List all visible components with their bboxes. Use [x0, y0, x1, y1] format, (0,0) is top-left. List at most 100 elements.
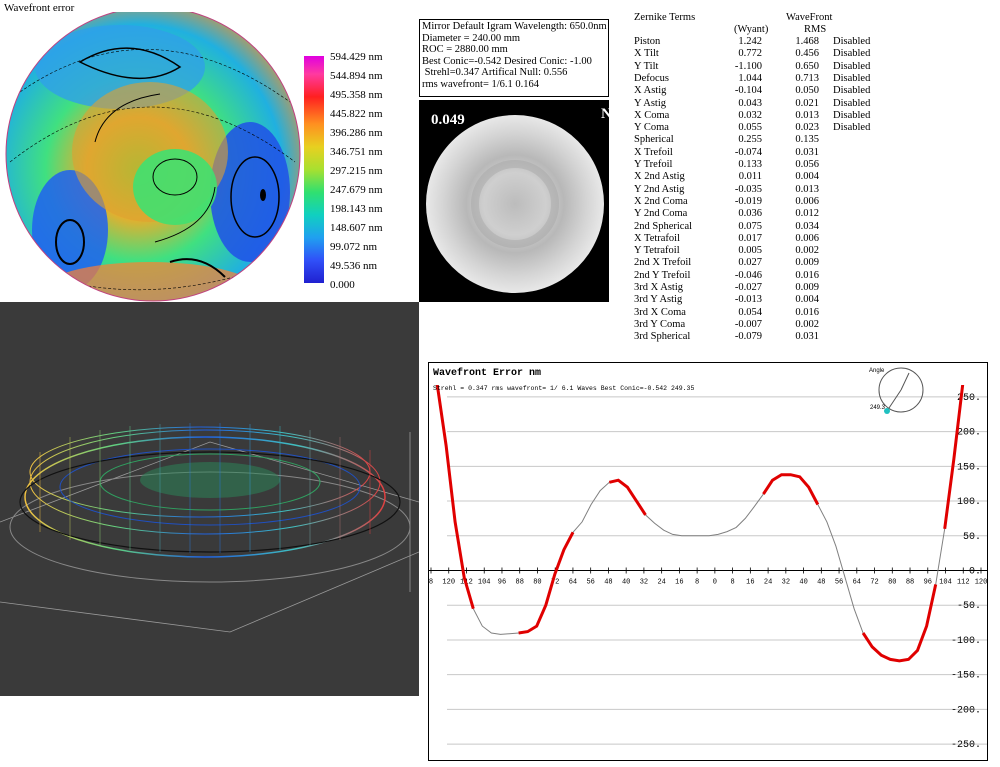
- legend-label: 247.679 nm: [330, 184, 383, 196]
- x-tick-label: 80: [533, 579, 541, 587]
- igram-right-label: Nu: [601, 106, 609, 122]
- zernike-status: Disabled: [833, 36, 871, 47]
- zernike-name: Y 2nd Coma: [634, 208, 688, 220]
- zernike-row[interactable]: X 2nd Coma -0.019 0.006: [634, 196, 894, 208]
- mirror-info-box: Mirror Default Igram Wavelength: 650.0nm…: [419, 19, 609, 97]
- profile-title: Wavefront Error nm: [433, 367, 541, 379]
- zernike-wyant: -0.079: [734, 331, 762, 343]
- x-tick-label: 88: [906, 579, 914, 587]
- x-tick-label: 56: [835, 579, 843, 587]
- zernike-status: Disabled: [833, 97, 871, 109]
- zernike-row[interactable]: 3rd Y Astig -0.013 0.004: [634, 294, 894, 306]
- zernike-row[interactable]: 3rd X Astig -0.027 0.009: [634, 282, 894, 294]
- zernike-wyant: 0.043: [738, 97, 762, 109]
- interferogram-image[interactable]: 0.049 Nu: [419, 100, 609, 302]
- zernike-row[interactable]: Y 2nd Astig -0.035 0.013: [634, 184, 894, 196]
- zernike-wyant: 0.054: [738, 306, 762, 318]
- zernike-row[interactable]: 2nd Y Trefoil -0.046 0.016: [634, 270, 894, 282]
- zernike-row[interactable]: X Coma 0.032 0.013 Disabled: [634, 110, 894, 122]
- info-line: ROC = 2880.00 mm: [422, 44, 508, 56]
- x-tick-label: 80: [888, 579, 896, 587]
- zernike-name: X Trefoil: [634, 146, 673, 158]
- y-tick-label: 50.: [963, 532, 981, 543]
- interferogram-disc: [426, 115, 604, 293]
- wavefront-profile-panel[interactable]: 250. 200. 150. 100. 50. 0. -50. -100. -150. -200.…: [428, 362, 988, 761]
- zernike-rms: 0.650: [795, 60, 819, 72]
- zernike-rms: 0.023: [795, 122, 819, 134]
- zernike-row[interactable]: 2nd X Trefoil 0.027 0.009: [634, 257, 894, 269]
- zernike-row[interactable]: 3rd X Coma 0.054 0.016: [634, 307, 894, 319]
- zernike-row[interactable]: 3rd Spherical -0.079 0.031: [634, 331, 894, 343]
- zernike-wyant: -0.019: [734, 195, 762, 207]
- angle-label: Angle: [869, 368, 885, 374]
- zernike-row[interactable]: Y Astig 0.043 0.021 Disabled: [634, 98, 894, 110]
- legend-label: 495.358 nm: [330, 89, 383, 101]
- zernike-rms: 0.031: [795, 331, 819, 343]
- zernike-rms: 0.006: [795, 232, 819, 244]
- legend-label: 445.822 nm: [330, 108, 383, 120]
- x-tick-label: 56: [586, 579, 594, 587]
- info-line: Strehl=0.347 Artifical Null: 0.556: [422, 67, 568, 79]
- x-tick-label: 104: [478, 579, 491, 587]
- zernike-wyant: -0.074: [734, 146, 762, 158]
- zernike-name: Y Tetrafoil: [634, 245, 680, 257]
- zernike-wyant: 0.133: [738, 159, 762, 170]
- zernike-rms: 0.021: [795, 97, 819, 109]
- zernike-name: X Coma: [634, 109, 670, 121]
- zernike-rms: 0.713: [795, 72, 819, 84]
- error-line-segment: [435, 382, 475, 610]
- zernike-rms: 0.004: [795, 171, 819, 183]
- zernike-status: Disabled: [833, 60, 871, 72]
- zernike-wyant: -0.007: [734, 318, 762, 330]
- zernike-name: 2nd X Trefoil: [634, 257, 692, 269]
- zernike-wyant: 0.036: [738, 208, 762, 220]
- zernike-wyant: 0.772: [738, 48, 762, 60]
- zernike-name: Piston: [634, 36, 661, 47]
- zernike-row[interactable]: X Trefoil -0.074 0.031: [634, 147, 894, 159]
- zernike-row[interactable]: X 2nd Astig 0.011 0.004: [634, 171, 894, 183]
- x-tick-label: 72: [551, 579, 559, 587]
- legend-label: 594.429 nm: [330, 51, 383, 63]
- x-tick-label: 64: [569, 579, 577, 587]
- zernike-rms: 0.050: [795, 85, 819, 97]
- zernike-row[interactable]: 3rd Y Coma -0.007 0.002: [634, 319, 894, 331]
- x-tick-label: 72: [870, 579, 878, 587]
- zernike-row[interactable]: Piston 1.242 1.468 Disabled: [634, 36, 894, 48]
- zernike-row[interactable]: Spherical 0.255 0.135: [634, 134, 894, 146]
- zernike-name: Y Coma: [634, 122, 669, 134]
- x-tick-label: 120: [975, 579, 987, 587]
- fit-line: [436, 382, 981, 662]
- legend-label: 198.143 nm: [330, 203, 383, 215]
- zernike-col-wyant: (Wyant): [734, 24, 769, 35]
- x-tick-label: 96: [924, 579, 932, 587]
- x-tick-label: 32: [782, 579, 790, 587]
- zernike-wyant: 0.032: [738, 109, 762, 121]
- zernike-row[interactable]: Y Coma 0.055 0.023 Disabled: [634, 122, 894, 134]
- wavefront-contour-map[interactable]: [0, 12, 304, 302]
- zernike-row[interactable]: Y Tetrafoil 0.005 0.002: [634, 245, 894, 257]
- zernike-row[interactable]: X Tetrafoil 0.017 0.006: [634, 233, 894, 245]
- x-tick-label: 120: [442, 579, 455, 587]
- zernike-col-rms: RMS: [804, 24, 827, 35]
- error-line-segment: [518, 531, 575, 635]
- zernike-row[interactable]: Y 2nd Coma 0.036 0.012: [634, 208, 894, 220]
- zernike-name: 3rd Y Astig: [634, 294, 683, 306]
- legend-label: 99.072 nm: [330, 241, 378, 253]
- zernike-name: 3rd X Coma: [634, 306, 686, 318]
- zernike-row[interactable]: Defocus 1.044 0.713 Disabled: [634, 73, 894, 85]
- zernike-row[interactable]: X Tilt 0.772 0.456 Disabled: [634, 48, 894, 60]
- legend-label: 0.000: [330, 279, 355, 291]
- zernike-row[interactable]: Y Tilt -1.100 0.650 Disabled: [634, 61, 894, 73]
- x-tick-label: 40: [799, 579, 807, 587]
- zernike-row[interactable]: Y Trefoil 0.133 0.056: [634, 159, 894, 171]
- surface-3d-view[interactable]: [0, 302, 419, 696]
- x-tick-label: 32: [640, 579, 648, 587]
- zernike-rms: 0.013: [795, 109, 819, 121]
- zernike-row[interactable]: 2nd Spherical 0.075 0.034: [634, 221, 894, 233]
- zernike-wyant: -0.104: [734, 85, 762, 97]
- y-tick-label: 200.: [957, 428, 981, 439]
- zernike-name: X 2nd Astig: [634, 171, 685, 183]
- zernike-rms: 0.456: [795, 48, 819, 60]
- zernike-row[interactable]: X Astig -0.104 0.050 Disabled: [634, 85, 894, 97]
- y-tick-label: 100.: [957, 497, 981, 508]
